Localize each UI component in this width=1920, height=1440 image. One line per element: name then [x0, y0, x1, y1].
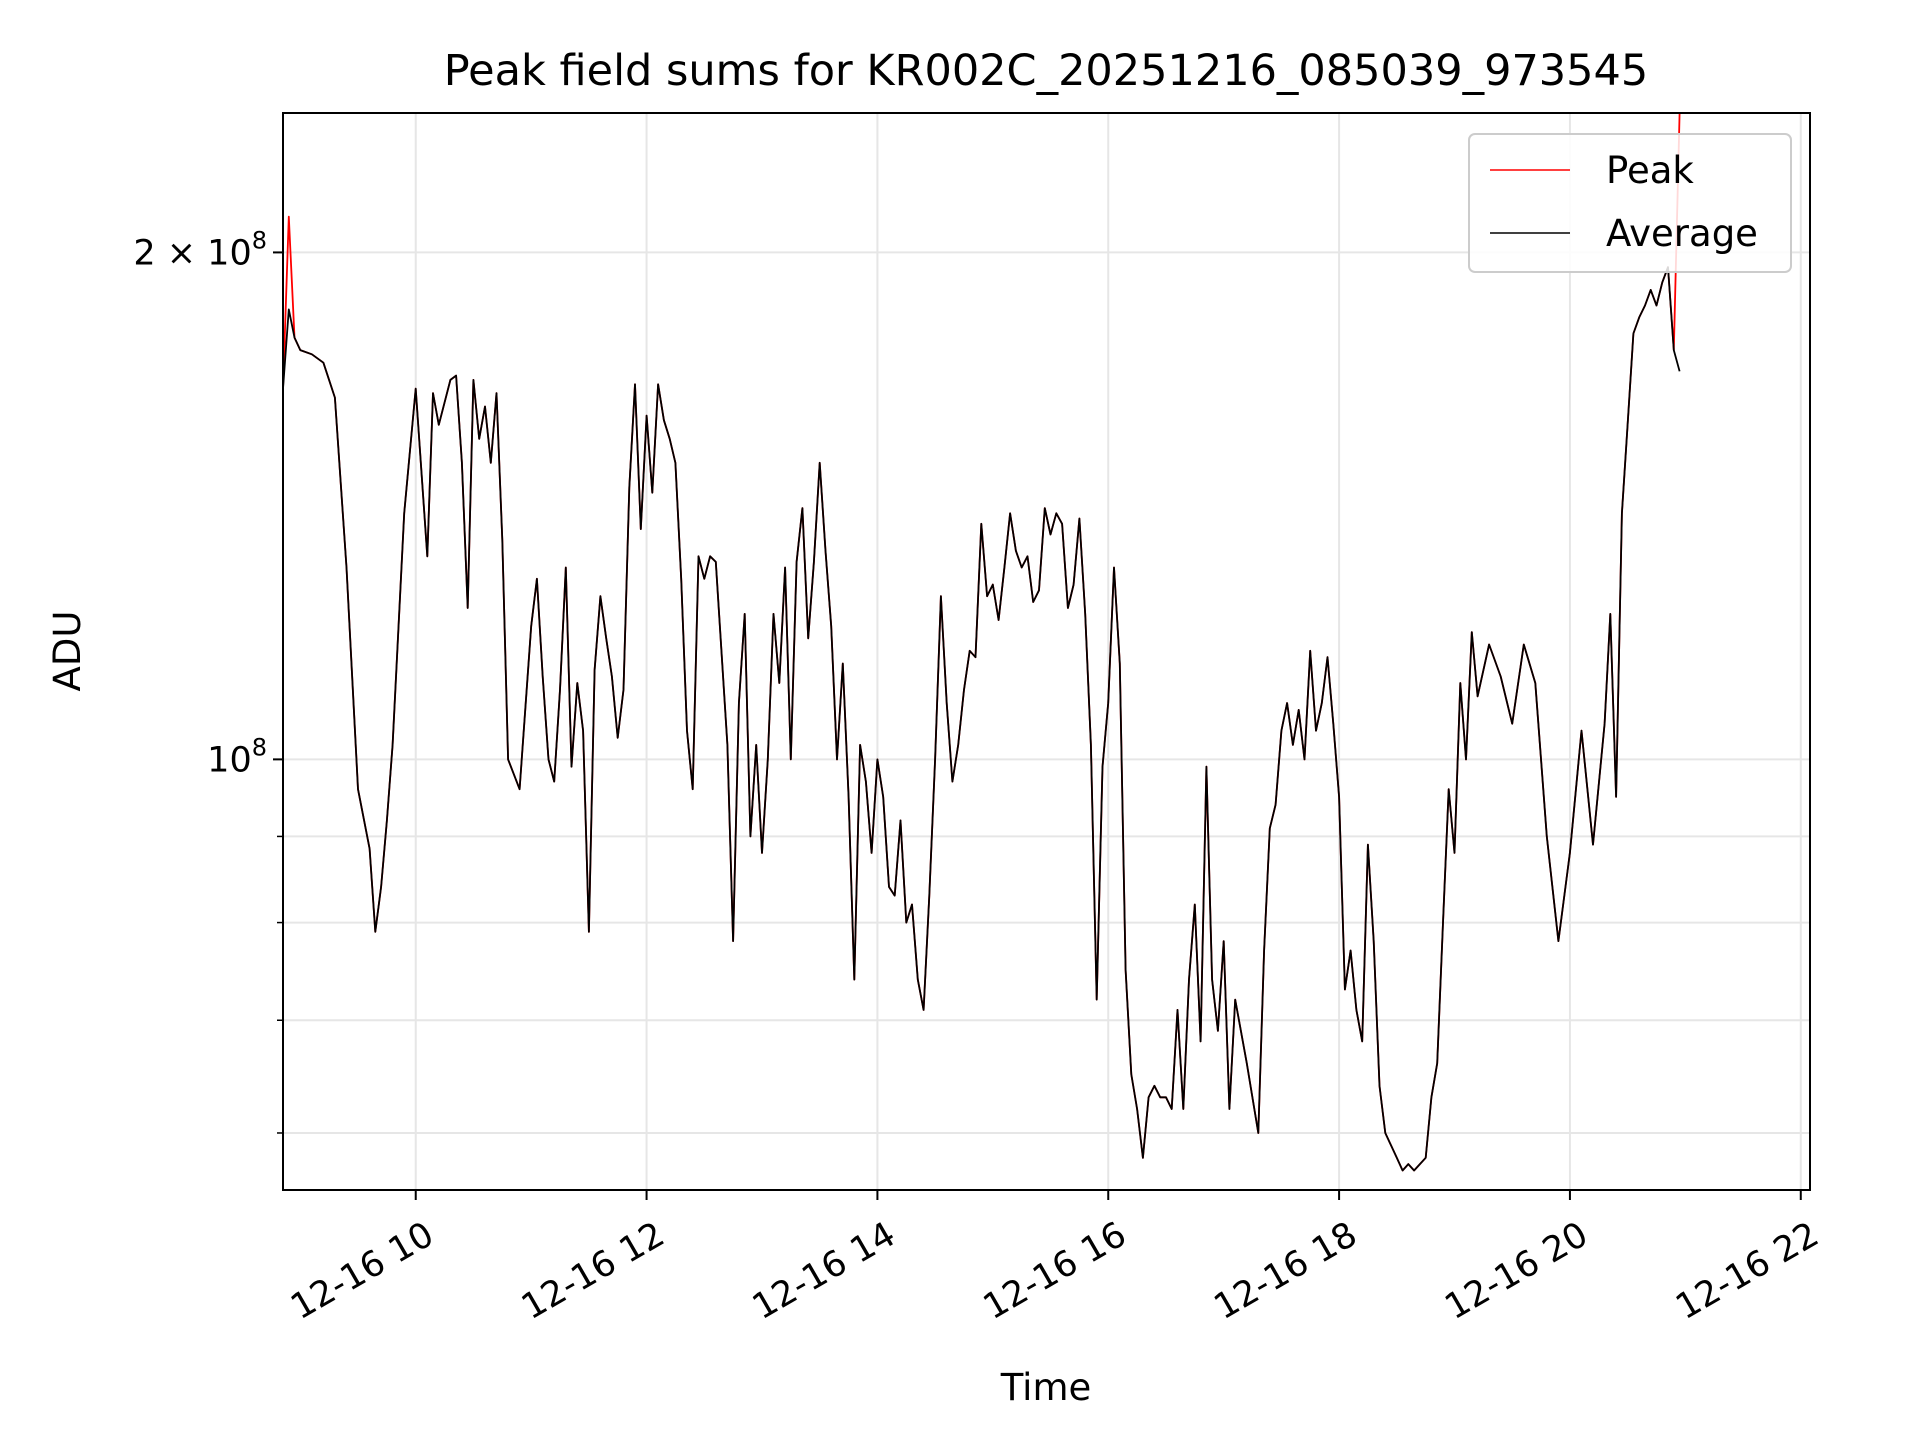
- legend: Peak Average: [1469, 134, 1791, 272]
- y-tick-mantissa: 2 × 10: [133, 233, 251, 273]
- legend-peak-label: Peak: [1606, 149, 1694, 192]
- y-axis-label: ADU: [46, 611, 89, 692]
- chart: 12-16 1012-16 1212-16 1412-16 1612-16 18…: [0, 0, 1920, 1440]
- y-tick-exponent: 8: [252, 733, 267, 761]
- plot-area: [283, 113, 1810, 1190]
- y-tick-label: 2 × 108: [133, 226, 267, 273]
- chart-title: Peak field sums for KR002C_20251216_0850…: [444, 46, 1648, 96]
- y-tick-mantissa: 10: [207, 740, 252, 780]
- y-tick-exponent: 8: [252, 226, 267, 254]
- legend-average-label: Average: [1606, 212, 1758, 255]
- x-axis-label: Time: [1000, 1366, 1092, 1409]
